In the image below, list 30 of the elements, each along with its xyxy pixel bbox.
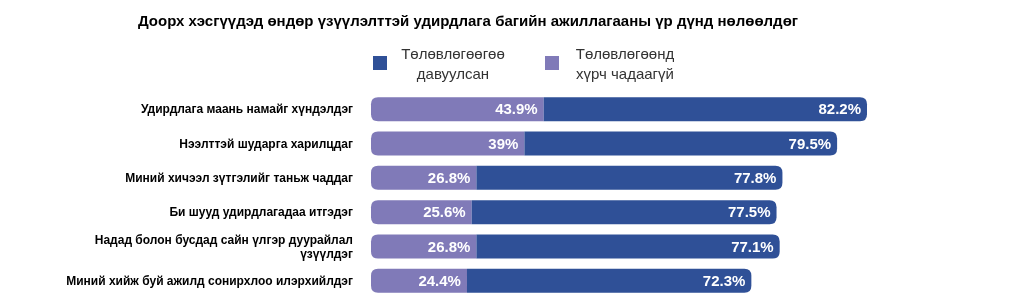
data-label: 72.3% (702, 272, 746, 290)
bar (371, 97, 544, 122)
bar (524, 131, 838, 156)
data-label: 43.9% (495, 100, 538, 118)
y-tick-label: Удирдлага маань намайг хүндэлдэг (140, 102, 353, 117)
y-tick-label: Миний хийж буй ажилд сонирхлоо илэрхийлдэг (66, 274, 353, 289)
data-label: 79.5% (788, 134, 832, 152)
bar (371, 234, 477, 259)
y-tick-label: Миний хичээл зүтгэлийг таньж чаддаг (125, 171, 353, 186)
data-label: 77.1% (731, 237, 774, 255)
bar (466, 268, 752, 293)
bar (476, 234, 780, 259)
bar (543, 97, 867, 122)
data-label: 24.4% (418, 272, 461, 290)
data-label: 77.8% (733, 169, 777, 187)
legend-label: Төлөвлөгөөнд хүрч чадаагүй (575, 45, 675, 83)
data-label: 25.6% (423, 203, 466, 221)
data-label: 26.8% (427, 237, 471, 255)
y-tick-label: Би шууд удирдлагадаа итгэдэг (169, 205, 353, 220)
bar (471, 200, 777, 225)
data-label: 39% (488, 134, 519, 152)
bar (371, 131, 525, 156)
legend-label: Төлөвлөгөөгөө давуулсан (401, 45, 505, 83)
bar (476, 165, 783, 190)
y-tick-label: Нээлттэй шударга харилцдаг (179, 136, 353, 151)
y-tick-label: Надад болон бусдад сайн үлгэр дуурайлал үзүүлдэг (94, 232, 353, 261)
data-label: 26.8% (427, 169, 471, 187)
data-label: 82.2% (818, 100, 861, 118)
data-label: 77.5% (727, 203, 771, 221)
chart-title: Доорх хэсгүүдэд өндөр үзүүлэлттэй удирдлага багийн ажиллагааны үр дүнд нөлөөлдөг (137, 12, 799, 29)
